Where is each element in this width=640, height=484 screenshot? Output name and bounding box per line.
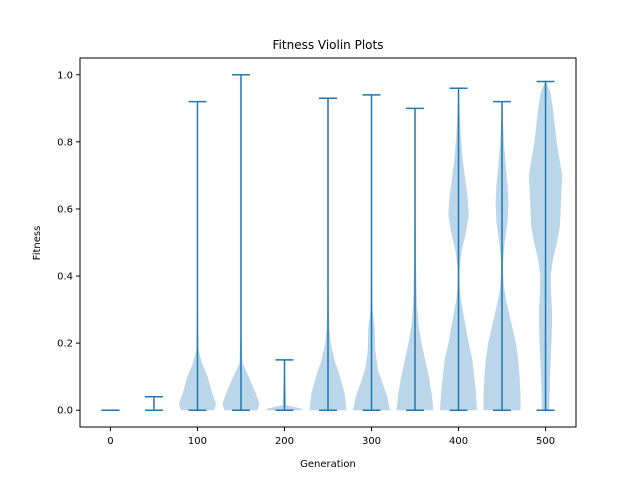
x-tick-label-100: 100: [188, 436, 207, 447]
axes-frame: [79, 57, 577, 428]
x-axis-label: Generation: [300, 459, 356, 470]
y-tick-label-0.6: 0.6: [57, 204, 73, 215]
violins-layer: [101, 74, 563, 411]
x-tick-label-500: 500: [536, 436, 555, 447]
violin-50: [144, 396, 163, 411]
x-tick-label-400: 400: [449, 436, 468, 447]
y-tick-label-0.8: 0.8: [57, 137, 73, 148]
x-axis-ticks: 0 100 200 300 400 500: [107, 427, 555, 447]
violin-200: [265, 359, 303, 411]
y-axis-ticks: 0.0 0.2 0.4 0.6 0.8 1.0: [57, 70, 80, 417]
y-tick-label-0.4: 0.4: [57, 272, 73, 283]
violin-300: [353, 94, 391, 411]
violin-250: [309, 97, 347, 411]
violin-100: [178, 100, 216, 411]
y-tick-label-1.0: 1.0: [57, 70, 73, 81]
violin-150: [222, 74, 260, 411]
x-tick-label-300: 300: [362, 436, 381, 447]
y-tick-label-0.0: 0.0: [57, 406, 73, 417]
violin-350: [396, 107, 434, 411]
y-axis-label: Fitness: [32, 226, 43, 261]
y-tick-label-0.2: 0.2: [57, 339, 73, 350]
violin-400: [440, 87, 478, 411]
violin-500: [528, 80, 563, 411]
violin-450: [483, 100, 521, 411]
x-tick-label-0: 0: [107, 436, 113, 447]
chart-title: Fitness Violin Plots: [273, 38, 384, 52]
x-tick-label-200: 200: [275, 436, 294, 447]
